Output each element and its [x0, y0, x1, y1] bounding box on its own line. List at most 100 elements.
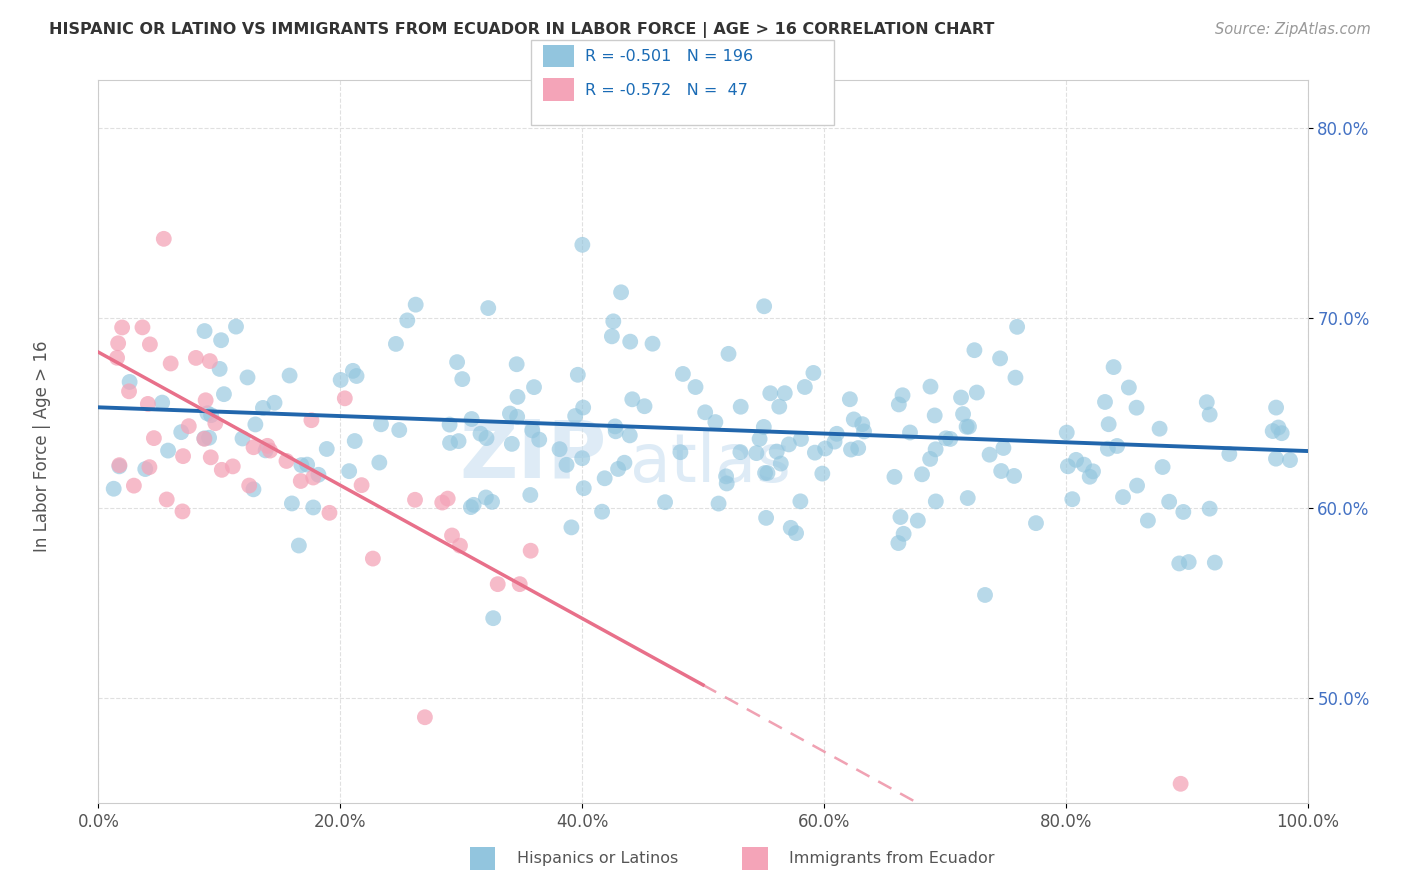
Point — [281, 496, 304, 510]
Point — [385, 337, 408, 351]
Point — [290, 458, 312, 472]
Point — [263, 396, 285, 410]
Point — [853, 425, 876, 439]
Point — [571, 451, 593, 466]
Point — [212, 387, 235, 401]
Point — [633, 399, 655, 413]
Point — [716, 476, 738, 491]
Point — [842, 412, 865, 426]
Point — [600, 329, 623, 343]
Point — [790, 432, 813, 446]
Point — [315, 442, 337, 456]
Point — [346, 369, 368, 384]
Point — [447, 434, 470, 449]
Point — [486, 577, 509, 591]
Point — [889, 510, 911, 524]
Point — [245, 417, 267, 432]
Point — [1168, 557, 1191, 571]
Point — [259, 443, 281, 458]
Point — [1159, 494, 1181, 508]
Point — [768, 400, 790, 414]
Point — [475, 431, 498, 445]
Point — [361, 551, 384, 566]
Point — [204, 416, 226, 430]
Point — [288, 539, 311, 553]
Point — [529, 433, 551, 447]
Point — [956, 491, 979, 505]
Point — [1062, 492, 1084, 507]
Point — [789, 494, 811, 508]
Point — [1198, 501, 1220, 516]
Point — [988, 351, 1011, 366]
Point — [957, 419, 980, 434]
Point — [460, 412, 482, 426]
Point — [924, 409, 946, 423]
Point — [990, 464, 1012, 478]
Point — [156, 492, 179, 507]
Point — [564, 409, 586, 423]
Point — [785, 526, 807, 541]
Point — [108, 459, 131, 474]
Point — [610, 285, 633, 300]
Point — [1170, 777, 1192, 791]
Point — [603, 419, 626, 434]
Point — [198, 431, 221, 445]
Text: R = -0.572   N =  47: R = -0.572 N = 47 — [585, 83, 748, 97]
Text: ZIP: ZIP — [458, 417, 606, 495]
Point — [641, 336, 664, 351]
Point — [242, 440, 264, 454]
Point — [887, 536, 910, 550]
Point — [318, 506, 340, 520]
Point — [619, 334, 641, 349]
Point — [481, 495, 503, 509]
Point — [1102, 360, 1125, 375]
Point — [184, 351, 207, 365]
Point — [591, 505, 613, 519]
Point — [105, 351, 128, 365]
Point — [1004, 370, 1026, 384]
Point — [405, 298, 427, 312]
Point — [974, 588, 997, 602]
Point — [139, 337, 162, 351]
Point — [950, 391, 973, 405]
Point — [177, 419, 200, 434]
Point — [307, 467, 329, 482]
Point — [755, 511, 778, 525]
Point — [717, 347, 740, 361]
Point — [619, 428, 641, 442]
Point — [887, 397, 910, 411]
Point — [449, 539, 471, 553]
Point — [607, 462, 630, 476]
Point — [669, 445, 692, 459]
Point — [501, 437, 523, 451]
Point — [825, 426, 848, 441]
Point — [756, 466, 779, 480]
Point — [730, 445, 752, 459]
Text: HISPANIC OR LATINO VS IMMIGRANTS FROM ECUADOR IN LABOR FORCE | AGE > 16 CORRELAT: HISPANIC OR LATINO VS IMMIGRANTS FROM EC… — [49, 22, 994, 38]
Point — [460, 500, 482, 515]
Point — [242, 483, 264, 497]
Point — [477, 301, 499, 315]
Point — [1152, 460, 1174, 475]
Point — [1278, 453, 1301, 467]
Point — [1267, 420, 1289, 434]
Point — [1025, 516, 1047, 530]
Point — [302, 500, 325, 515]
Point — [134, 462, 156, 476]
Point — [778, 437, 800, 451]
Point — [765, 444, 787, 458]
Point — [505, 357, 527, 371]
Point — [451, 372, 474, 386]
Point — [1177, 555, 1199, 569]
Point — [572, 481, 595, 495]
Point — [302, 470, 325, 484]
Point — [440, 528, 463, 542]
Point — [172, 449, 194, 463]
Point — [1057, 459, 1080, 474]
Point — [343, 434, 366, 448]
Point — [122, 478, 145, 492]
Point — [396, 313, 419, 327]
Point — [152, 232, 174, 246]
Point — [254, 443, 277, 458]
Point — [752, 420, 775, 434]
